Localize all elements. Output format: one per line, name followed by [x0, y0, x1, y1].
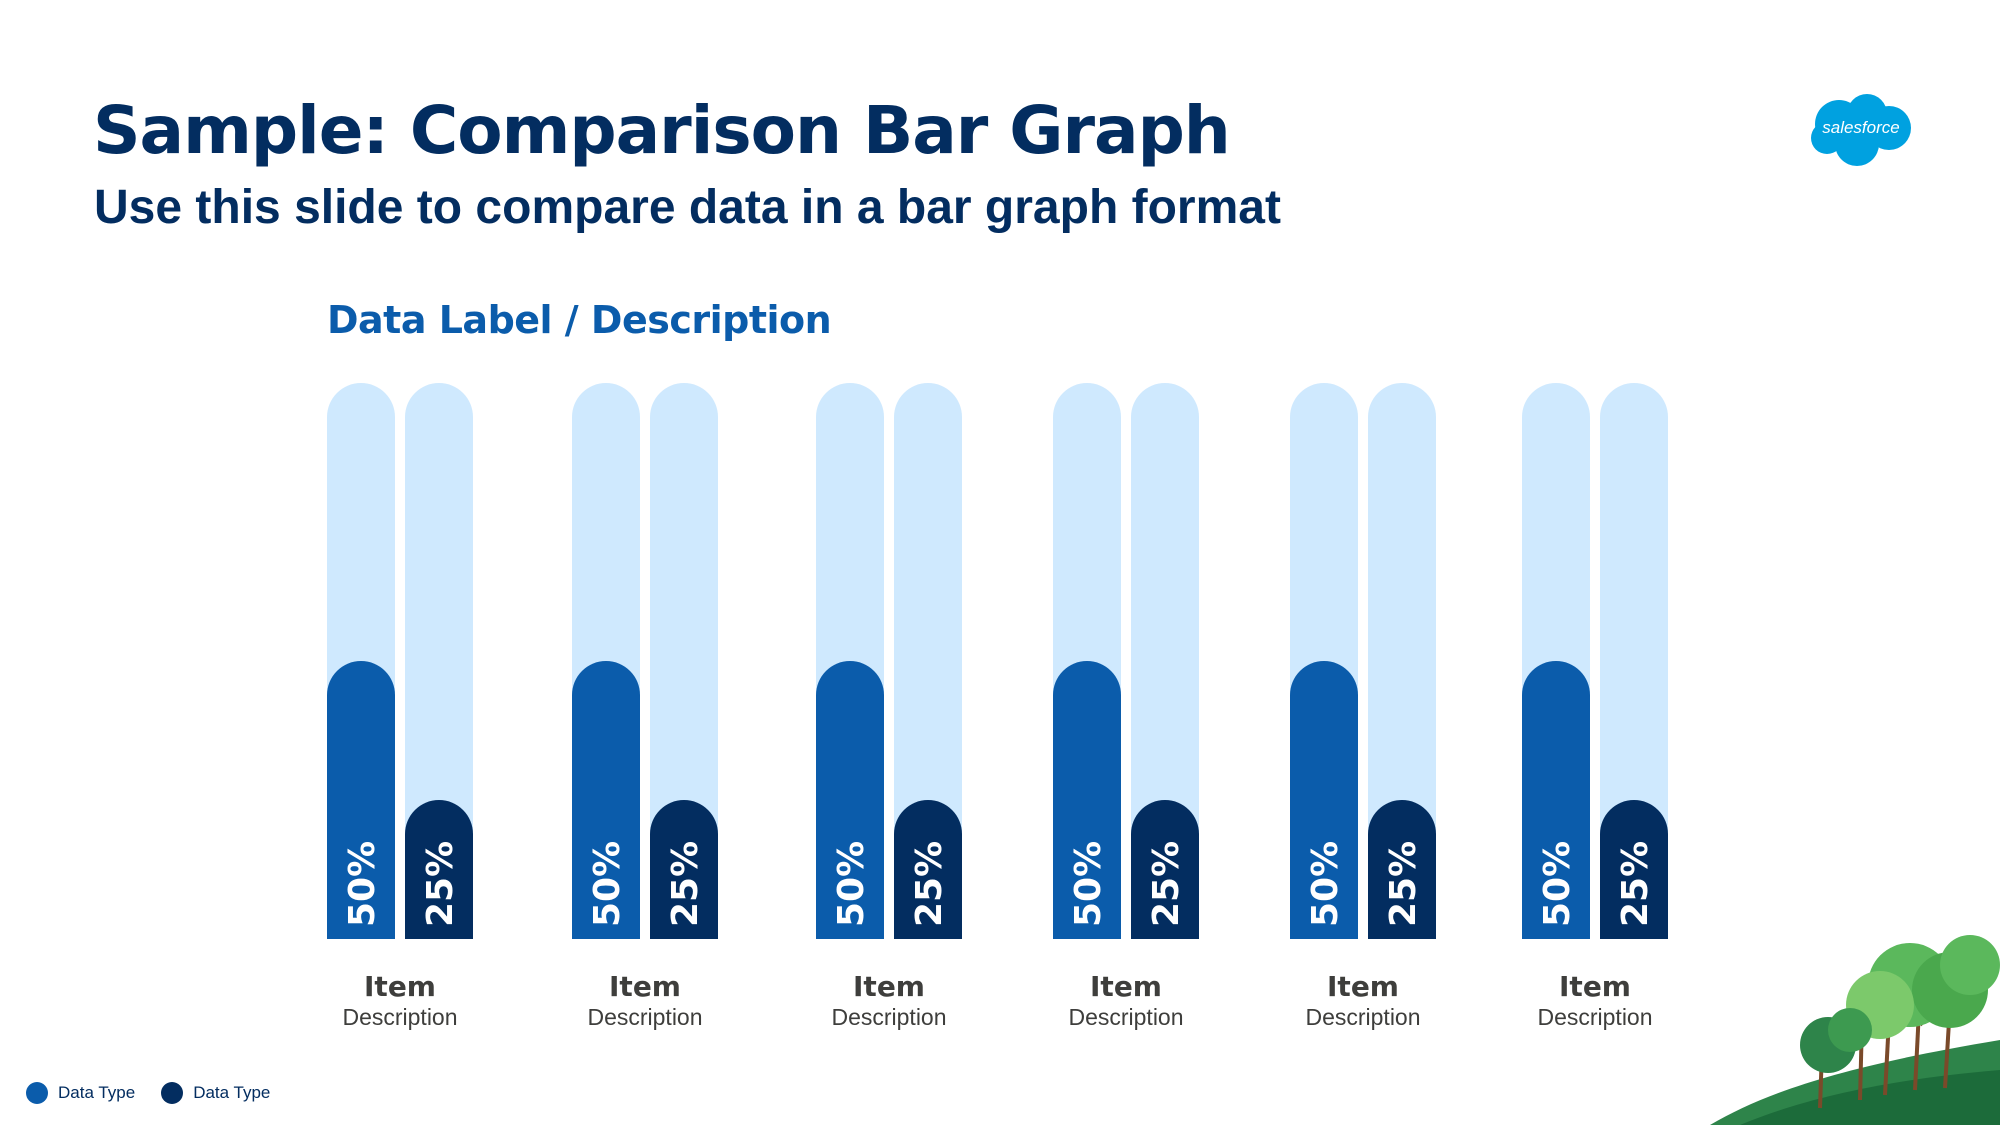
bar-series-2 — [894, 800, 962, 939]
bar-track — [1368, 383, 1436, 939]
logo-text: salesforce — [1822, 118, 1899, 137]
cloud-icon — [1811, 94, 1911, 166]
chart-title: Data Label / Description — [327, 298, 832, 342]
legend-item-series-1: Data Type — [26, 1082, 135, 1104]
bar-track — [650, 383, 718, 939]
bar-series-1 — [1053, 661, 1121, 939]
legend-swatch-series-1 — [26, 1082, 48, 1104]
category-description: Description — [1305, 1004, 1420, 1030]
bar-series-1 — [327, 661, 395, 939]
category-label: Item — [364, 970, 436, 1003]
bar-track — [894, 383, 962, 939]
page-subtitle: Use this slide to compare data in a bar … — [94, 181, 1281, 234]
bar-value-label: 50% — [587, 841, 628, 927]
bar-series-2 — [1600, 800, 1668, 939]
category-label: Item — [853, 970, 925, 1003]
bar-value-label: 25% — [1383, 841, 1424, 927]
bar-series-1 — [572, 661, 640, 939]
category-label: Item — [1327, 970, 1399, 1003]
bar-value-label: 25% — [1146, 841, 1187, 927]
salesforce-logo: salesforce — [1811, 94, 1911, 166]
bar-value-label: 50% — [1305, 841, 1346, 927]
legend-item-series-2: Data Type — [161, 1082, 270, 1104]
category-label: Item — [1090, 970, 1162, 1003]
legend-label-series-1: Data Type — [58, 1083, 136, 1102]
category-label: Item — [1559, 970, 1631, 1003]
bar-series-1 — [1290, 661, 1358, 939]
bar-series-2 — [1368, 800, 1436, 939]
category-label: Item — [609, 970, 681, 1003]
bar-value-label: 25% — [420, 841, 461, 927]
category-description: Description — [1537, 1004, 1652, 1030]
bar-value-label: 25% — [1615, 841, 1656, 927]
bar-series-2 — [1131, 800, 1199, 939]
bar-value-label: 50% — [1537, 841, 1578, 927]
bar-value-label: 25% — [665, 841, 706, 927]
legend: Data Type Data Type — [26, 1082, 270, 1104]
category-description: Description — [342, 1004, 457, 1030]
bar-series-2 — [405, 800, 473, 939]
legend-swatch-series-2 — [161, 1082, 184, 1104]
legend-label-series-2: Data Type — [193, 1083, 271, 1102]
bar-track — [1600, 383, 1668, 939]
bar-series-1 — [816, 661, 884, 939]
bar-series-1 — [1522, 661, 1590, 939]
bar-series-2 — [650, 800, 718, 939]
bar-value-label: 50% — [342, 841, 383, 927]
bar-track — [405, 383, 473, 939]
bar-value-label: 25% — [909, 841, 950, 927]
bar-value-label: 50% — [1068, 841, 1109, 927]
category-description: Description — [587, 1004, 702, 1030]
hillside-trees-illustration — [1710, 935, 2000, 1125]
bar-track — [1131, 383, 1199, 939]
category-description: Description — [831, 1004, 946, 1030]
bar-value-label: 50% — [831, 841, 872, 927]
category-description: Description — [1068, 1004, 1183, 1030]
page-title: Sample: Comparison Bar Graph — [93, 92, 1231, 169]
